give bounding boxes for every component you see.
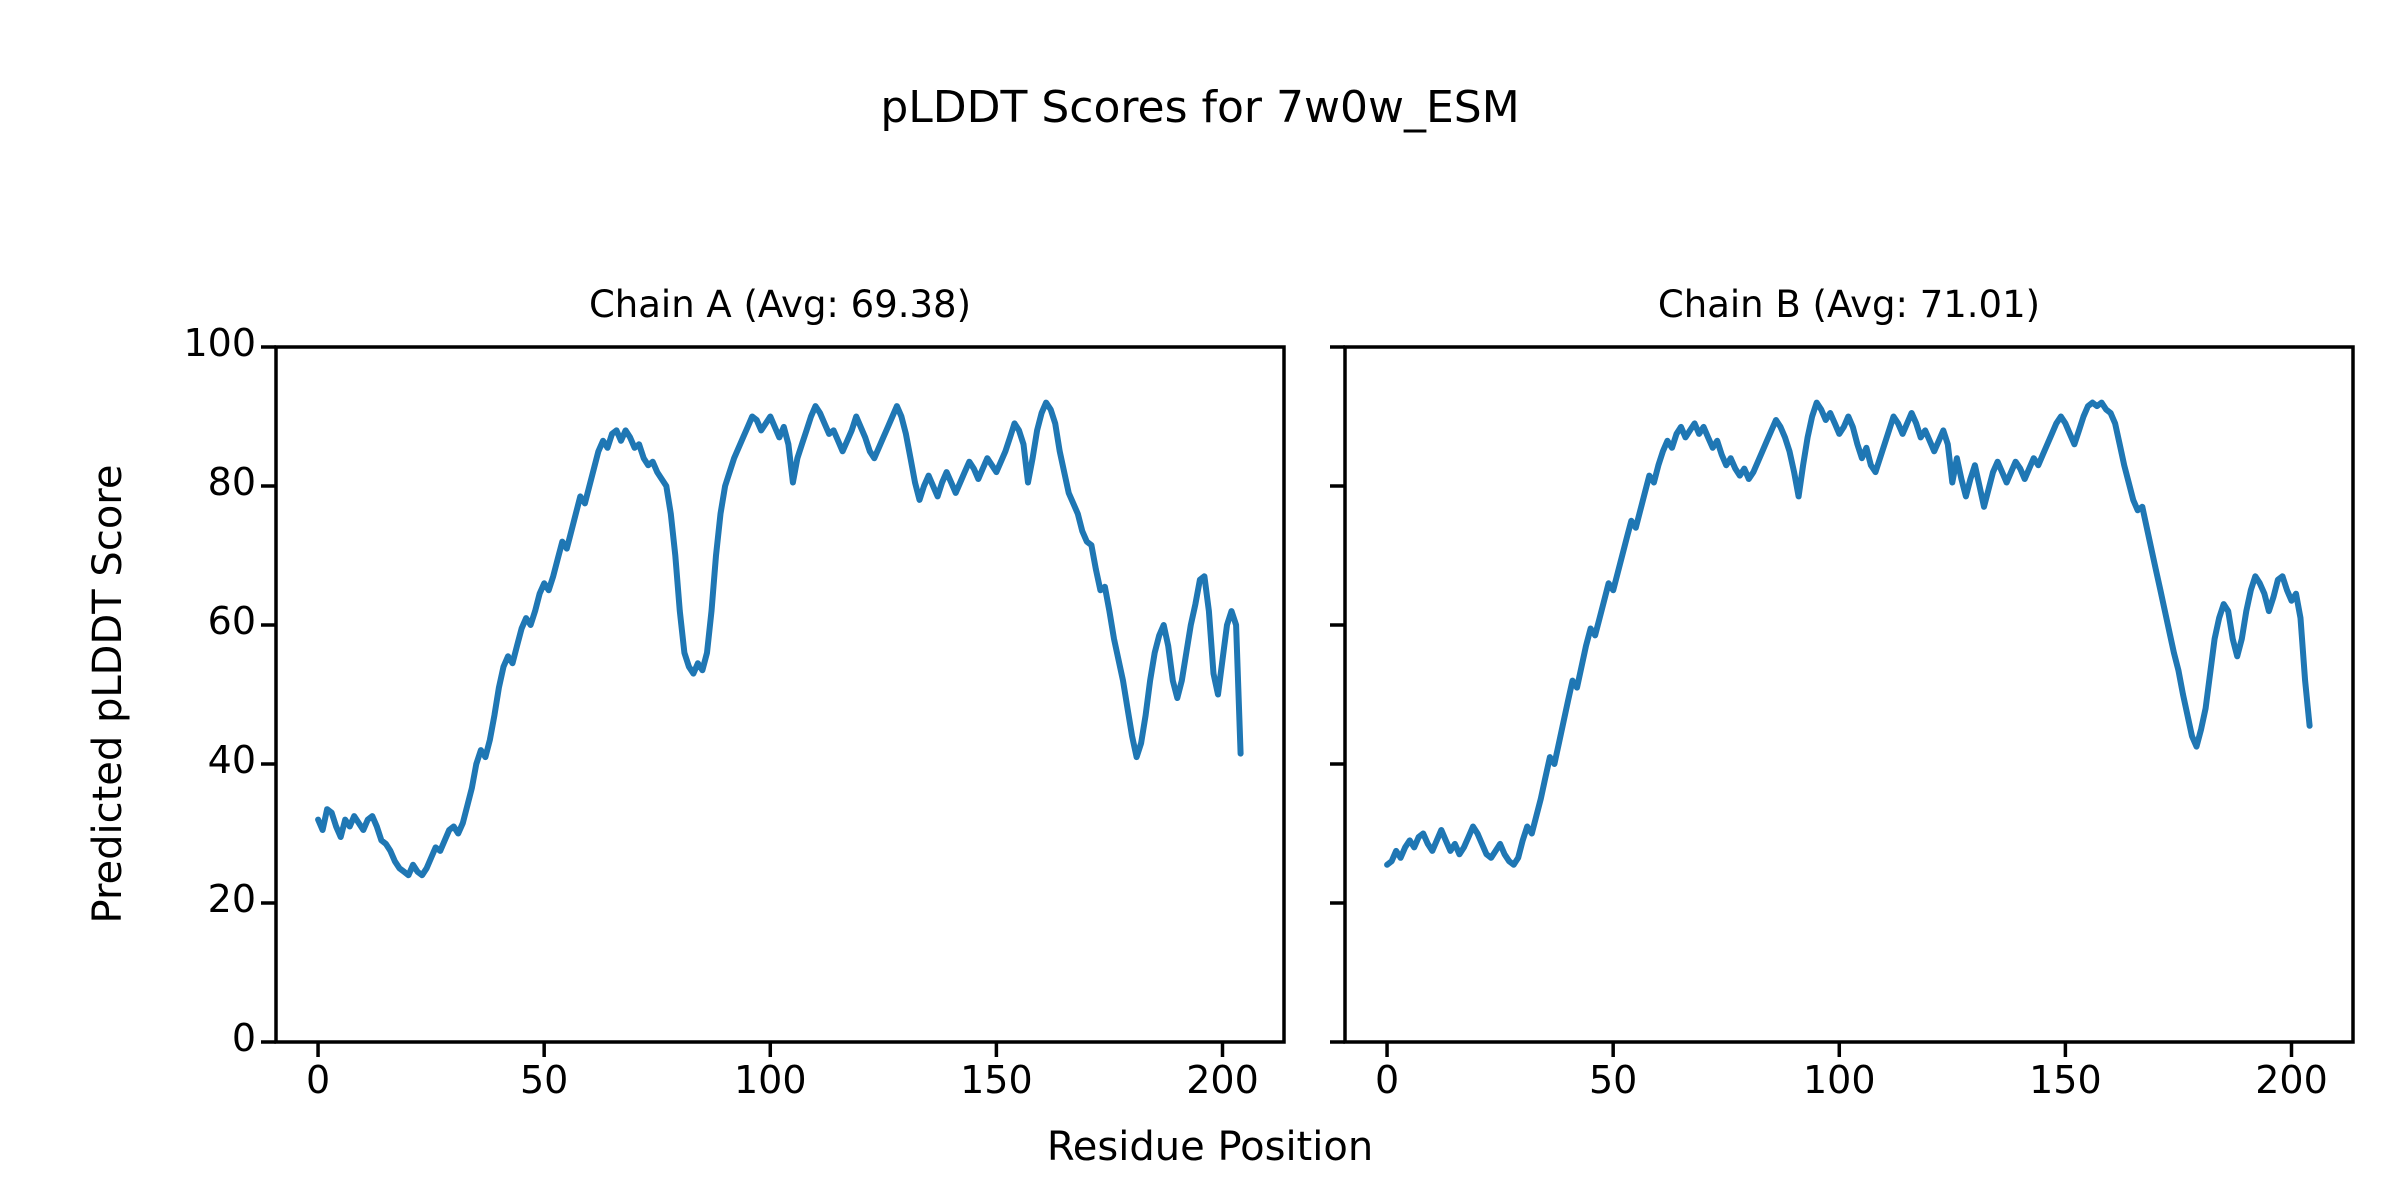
axes-spines — [1343, 345, 2355, 1044]
y-tick-label: 100 — [183, 321, 256, 365]
x-tick-label: 0 — [305, 1058, 331, 1102]
chain-b-axes — [1330, 345, 2355, 1057]
x-tick-label: 100 — [1803, 1058, 1876, 1102]
axes-spines — [274, 345, 1286, 1044]
x-tick-label: 150 — [2029, 1058, 2102, 1102]
x-tick-label: 100 — [734, 1058, 807, 1102]
y-tick-label: 20 — [207, 877, 256, 921]
x-tick-label: 150 — [960, 1058, 1033, 1102]
x-tick-label: 200 — [1186, 1058, 1259, 1102]
plddt-line-chain-b — [1384, 399, 2313, 868]
x-tick-label: 0 — [1374, 1058, 1400, 1102]
y-tick-label: 80 — [207, 460, 256, 504]
y-axis-label: Predicted pLDDT Score — [85, 464, 131, 924]
subplot-a-title: Chain A (Avg: 69.38) — [588, 283, 972, 326]
subplot-b-title: Chain B (Avg: 71.01) — [1657, 283, 2041, 326]
x-tick-label: 50 — [1588, 1058, 1638, 1102]
figure-title: pLDDT Scores for 7w0w_ESM — [880, 82, 1520, 133]
x-axis-label: Residue Position — [1046, 1124, 1374, 1170]
plddt-line-chain-a — [315, 399, 1244, 879]
x-tick-label: 200 — [2255, 1058, 2328, 1102]
x-tick-label: 50 — [519, 1058, 569, 1102]
y-tick-label: 60 — [207, 599, 256, 643]
chain-a-axes — [261, 345, 1286, 1057]
y-tick-label: 40 — [207, 738, 256, 782]
y-tick-label: 0 — [231, 1016, 256, 1060]
